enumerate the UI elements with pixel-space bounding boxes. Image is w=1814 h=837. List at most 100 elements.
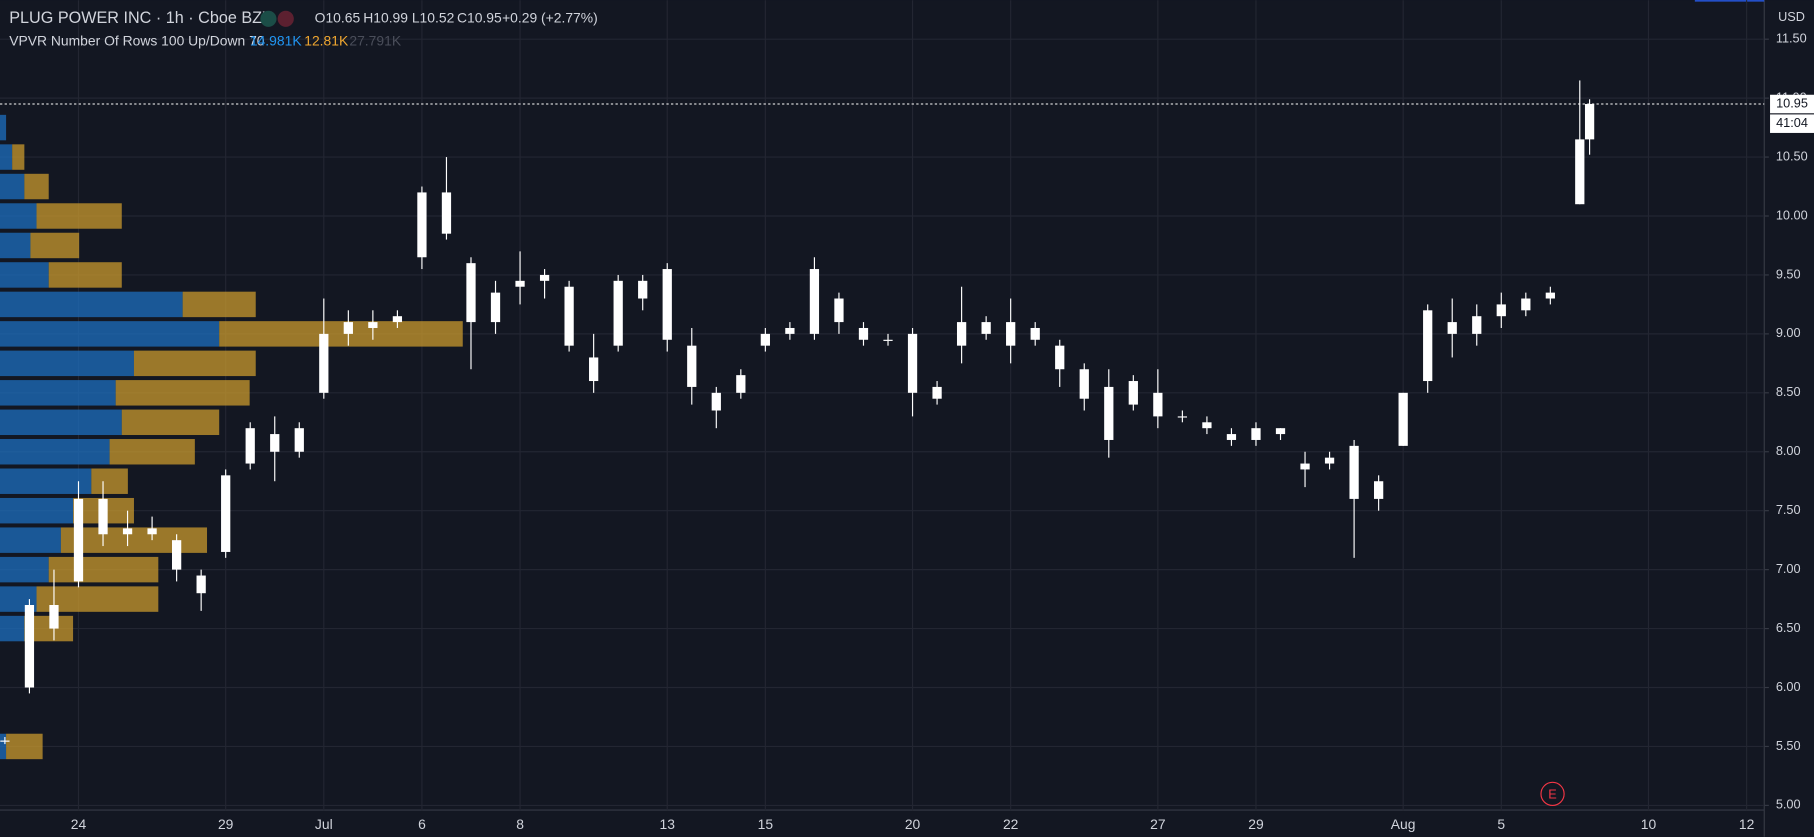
y-tick-label: 5.50: [1776, 738, 1801, 753]
candle-body: [490, 292, 501, 323]
volume-down: [48, 262, 122, 288]
volume-down: [60, 527, 208, 553]
axes: 2429Jul68131520222729Aug5101211.5011.001…: [0, 31, 1814, 832]
candle-body: [736, 375, 746, 393]
candle-body: [834, 298, 844, 323]
candle-body: [1226, 434, 1237, 440]
candle-body: [760, 333, 770, 346]
volume-up: [0, 144, 13, 170]
y-tick-label: 10.00: [1776, 207, 1808, 222]
volume-down: [182, 291, 256, 318]
volume-down: [115, 380, 250, 406]
candle-body: [1030, 327, 1040, 340]
volume-up: [0, 321, 220, 347]
x-tick-label: 29: [218, 816, 234, 832]
candle-body: [564, 286, 574, 346]
volume-down: [12, 144, 25, 170]
earnings-label: E: [1548, 786, 1556, 801]
candle-body: [1104, 386, 1114, 440]
status-dot: [277, 10, 294, 27]
x-tick-label: 13: [660, 816, 676, 832]
legend-low: L10.52: [412, 9, 455, 25]
volume-down: [109, 439, 195, 465]
candle-body: [1584, 104, 1595, 140]
candle-body: [1006, 322, 1016, 346]
volume-down: [36, 203, 122, 229]
currency: USD: [1778, 9, 1805, 24]
candle-body: [368, 322, 378, 328]
candle-body: [981, 322, 991, 334]
candle-body: [1300, 463, 1310, 470]
x-tick-label: 15: [758, 816, 774, 832]
x-tick-label: 8: [516, 816, 524, 832]
candle-body: [1251, 428, 1261, 440]
volume-up: [0, 232, 31, 259]
legend-high: H10.99: [363, 9, 408, 25]
candle-body: [539, 274, 550, 281]
legend-change: +0.29 (+2.77%): [502, 9, 598, 25]
y-tick-label: 11.50: [1776, 31, 1807, 46]
x-tick-label: 10: [1641, 816, 1657, 832]
candle-body: [907, 333, 918, 393]
candle-body: [196, 575, 206, 594]
candle-body: [1128, 381, 1138, 405]
last-price-label: 10.95: [1776, 95, 1808, 110]
x-tick-label: Aug: [1391, 816, 1416, 832]
candle-body: [1374, 481, 1384, 499]
volume-down: [48, 556, 159, 583]
legend-close: C10.95: [457, 9, 502, 25]
candle-body: [1575, 139, 1585, 205]
legend-open: O10.65: [315, 9, 361, 25]
vol-up: 14.981K: [250, 33, 302, 49]
candle-body: [417, 192, 427, 258]
candle-body: [147, 528, 157, 535]
volume-down: [91, 468, 128, 494]
x-tick-label: 24: [71, 816, 87, 832]
candle-body: [1177, 416, 1188, 418]
volume-up: [0, 556, 49, 583]
vol-total: 27.791K: [349, 33, 401, 49]
candle-body: [638, 280, 648, 299]
volume-down: [24, 173, 49, 200]
x-tick-label: Jul: [315, 816, 333, 832]
volume-up: [0, 527, 61, 553]
candle-body: [221, 475, 231, 552]
volume-up: [0, 350, 134, 377]
x-tick-label: 29: [1248, 816, 1264, 832]
y-tick-label: 6.00: [1776, 679, 1801, 694]
candle-body: [858, 327, 869, 340]
candle-body: [589, 357, 599, 382]
candle-body: [662, 269, 672, 340]
y-tick-label: 6.50: [1776, 620, 1801, 635]
candle-body: [1275, 428, 1286, 435]
candle-body: [883, 339, 893, 341]
y-tick-label: 7.00: [1776, 561, 1801, 576]
x-tick-label: 27: [1150, 816, 1166, 832]
y-tick-label: 10.50: [1776, 148, 1808, 163]
x-tick-label: 6: [418, 816, 426, 832]
volume-up: [0, 291, 183, 318]
candle-body: [1202, 422, 1212, 429]
candle-body: [809, 269, 820, 334]
volume-up: [0, 262, 49, 288]
x-tick-label: 22: [1003, 816, 1019, 832]
candle-body: [392, 316, 403, 323]
volume-up: [0, 203, 37, 229]
candle-body: [1079, 369, 1089, 399]
candle-body: [515, 280, 525, 287]
candle-body: [171, 540, 182, 570]
candle-body: [122, 528, 133, 535]
volume-up: [0, 380, 116, 406]
candle-body: [1349, 445, 1359, 499]
candle-body: [466, 263, 476, 323]
candle-body: [1153, 392, 1163, 417]
y-tick-label: 7.50: [1776, 502, 1801, 517]
vol-down: 12.81K: [304, 33, 349, 49]
candle-body: [73, 498, 84, 582]
countdown-box: [1770, 114, 1814, 133]
candle-body: [1545, 292, 1555, 299]
candle-body: [441, 192, 452, 234]
candle-body: [1324, 457, 1335, 464]
earnings-marker: [1540, 781, 1565, 807]
